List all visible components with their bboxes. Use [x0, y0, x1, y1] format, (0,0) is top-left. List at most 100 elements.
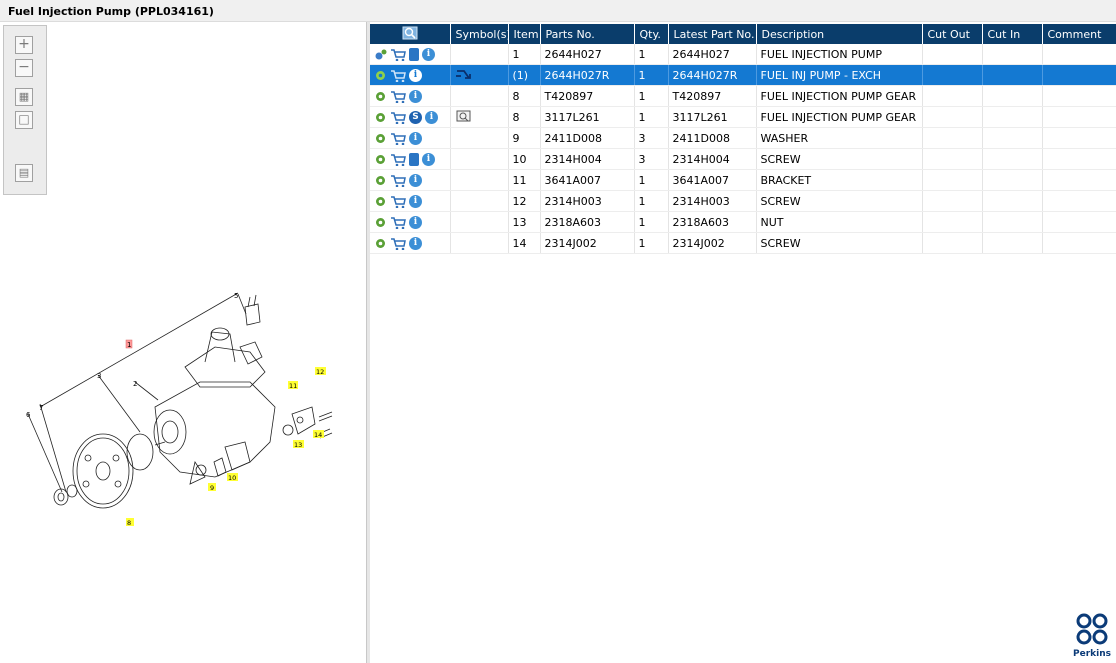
qty-cell: 1 — [634, 64, 669, 86]
service-s-icon[interactable]: S — [409, 110, 422, 124]
column-header-parts-no[interactable]: Parts No. — [540, 24, 635, 44]
fit-all-button[interactable]: ▦ — [15, 88, 33, 106]
info-icon[interactable]: i — [409, 215, 422, 229]
item-cell: 12 — [508, 190, 541, 212]
table-row-selected[interactable]: i (1) 2644H027R 1 2644H027R FUEL INJ PUM… — [370, 64, 1116, 86]
info-icon[interactable]: i — [422, 47, 435, 61]
cut-out-cell — [922, 106, 983, 128]
cut-in-cell — [982, 85, 1043, 107]
parts-no-cell: 2411D008 — [540, 127, 635, 149]
column-header-actions[interactable] — [370, 24, 451, 44]
column-header-latest-part-no[interactable]: Latest Part No. — [668, 24, 757, 44]
symbols-cell — [450, 127, 509, 149]
gear-icon[interactable] — [374, 237, 387, 250]
exploded-drawing[interactable]: 1 2 3 5 6 7 8 9 10 11 12 13 14 — [0, 22, 367, 663]
item-cell: 8 — [508, 85, 541, 107]
column-header-description[interactable]: Description — [756, 24, 923, 44]
column-header-symbols[interactable]: Symbol(s) — [450, 24, 509, 44]
cart-icon[interactable] — [390, 216, 406, 229]
comment-cell — [1042, 169, 1116, 191]
table-row[interactable]: i 14 2314J002 1 2314J002 SCREW — [370, 232, 1116, 254]
symbols-cell — [450, 64, 509, 86]
table-row[interactable]: i 13 2318A603 1 2318A603 NUT — [370, 211, 1116, 233]
cart-icon[interactable] — [390, 174, 406, 187]
fit-window-button[interactable]: □ — [15, 111, 33, 129]
gear-icon[interactable] — [374, 69, 387, 82]
cart-icon[interactable] — [390, 48, 406, 61]
gear-icon[interactable] — [374, 90, 387, 103]
info-icon[interactable]: i — [422, 152, 435, 166]
info-icon[interactable]: i — [409, 68, 422, 82]
qty-cell: 1 — [634, 106, 669, 128]
parts-no-cell: 2318A603 — [540, 211, 635, 233]
column-header-cut-out[interactable]: Cut Out — [922, 24, 983, 44]
table-row[interactable]: i 8 T420897 1 T420897 FUEL INJECTION PUM… — [370, 85, 1116, 107]
o-ring — [126, 433, 154, 471]
cart-icon[interactable] — [390, 90, 406, 103]
gear-icon[interactable] — [374, 111, 387, 124]
assembly-gear-icon[interactable] — [374, 48, 387, 61]
title-bar: Fuel Injection Pump (PPL034161) — [0, 0, 1116, 22]
qty-cell: 1 — [634, 190, 669, 212]
info-icon[interactable]: i — [409, 236, 422, 250]
gear-icon[interactable] — [374, 132, 387, 145]
cart-icon[interactable] — [390, 69, 406, 82]
column-header-comment[interactable]: Comment — [1042, 24, 1116, 44]
document-icon[interactable] — [409, 152, 419, 166]
gear-icon[interactable] — [374, 153, 387, 166]
cut-in-cell — [982, 44, 1043, 65]
table-row[interactable]: i 10 2314H004 3 2314H004 SCREW — [370, 148, 1116, 170]
callout-11: 11 — [289, 382, 297, 390]
expand-list-button[interactable]: ▤ — [15, 164, 33, 182]
cut-out-cell — [922, 85, 983, 107]
cut-in-cell — [982, 106, 1043, 128]
cut-in-cell — [982, 169, 1043, 191]
comment-cell — [1042, 44, 1116, 65]
column-header-cut-in[interactable]: Cut In — [982, 24, 1043, 44]
description-cell: FUEL INJ PUMP - EXCH — [756, 64, 923, 86]
document-icon[interactable] — [409, 47, 419, 61]
zoom-in-button[interactable]: + — [15, 36, 33, 54]
viewer-toolbar: + − ▦ □ ▤ — [3, 25, 47, 195]
symbols-cell — [450, 190, 509, 212]
table-row[interactable]: i 11 3641A007 1 3641A007 BRACKET — [370, 169, 1116, 191]
parts-no-cell: 2644H027R — [540, 64, 635, 86]
table-row[interactable]: S i 8 3117L261 1 3117L261 FUEL INJECTION… — [370, 106, 1116, 128]
gear-icon[interactable] — [374, 174, 387, 187]
info-icon[interactable]: i — [409, 173, 422, 187]
item-cell: 13 — [508, 211, 541, 233]
cart-icon[interactable] — [390, 111, 406, 124]
table-row[interactable]: i 9 2411D008 3 2411D008 WASHER — [370, 127, 1116, 149]
info-icon[interactable]: i — [425, 110, 438, 124]
gear-icon[interactable] — [374, 195, 387, 208]
panel-splitter[interactable] — [367, 22, 370, 663]
drawing-panel[interactable]: + − ▦ □ ▤ — [0, 22, 367, 663]
column-header-item[interactable]: Item — [508, 24, 541, 44]
cut-out-cell — [922, 64, 983, 86]
info-icon[interactable]: i — [409, 194, 422, 208]
symbols-cell — [450, 106, 509, 128]
cut-in-cell — [982, 211, 1043, 233]
cart-icon[interactable] — [390, 132, 406, 145]
item-cell: (1) — [508, 64, 541, 86]
comment-cell — [1042, 232, 1116, 254]
info-icon[interactable]: i — [409, 131, 422, 145]
column-header-qty[interactable]: Qty. — [634, 24, 669, 44]
cart-icon[interactable] — [390, 153, 406, 166]
pump-gear — [72, 433, 134, 509]
info-icon[interactable]: i — [409, 89, 422, 103]
callout-10: 10 — [228, 474, 236, 482]
cart-icon[interactable] — [390, 237, 406, 250]
item-cell: 14 — [508, 232, 541, 254]
cut-out-cell — [922, 232, 983, 254]
callout-5: 5 — [234, 292, 238, 300]
cut-in-cell — [982, 190, 1043, 212]
cart-icon[interactable] — [390, 195, 406, 208]
zoom-out-button[interactable]: − — [15, 59, 33, 77]
perkins-logo: Perkins — [1072, 612, 1112, 660]
table-row[interactable]: i 12 2314H003 1 2314H003 SCREW — [370, 190, 1116, 212]
table-row[interactable]: i 1 2644H027 1 2644H027 FUEL INJECTION P… — [370, 44, 1116, 65]
gear-icon[interactable] — [374, 216, 387, 229]
search-parts-icon[interactable] — [402, 26, 418, 40]
item-cell: 9 — [508, 127, 541, 149]
